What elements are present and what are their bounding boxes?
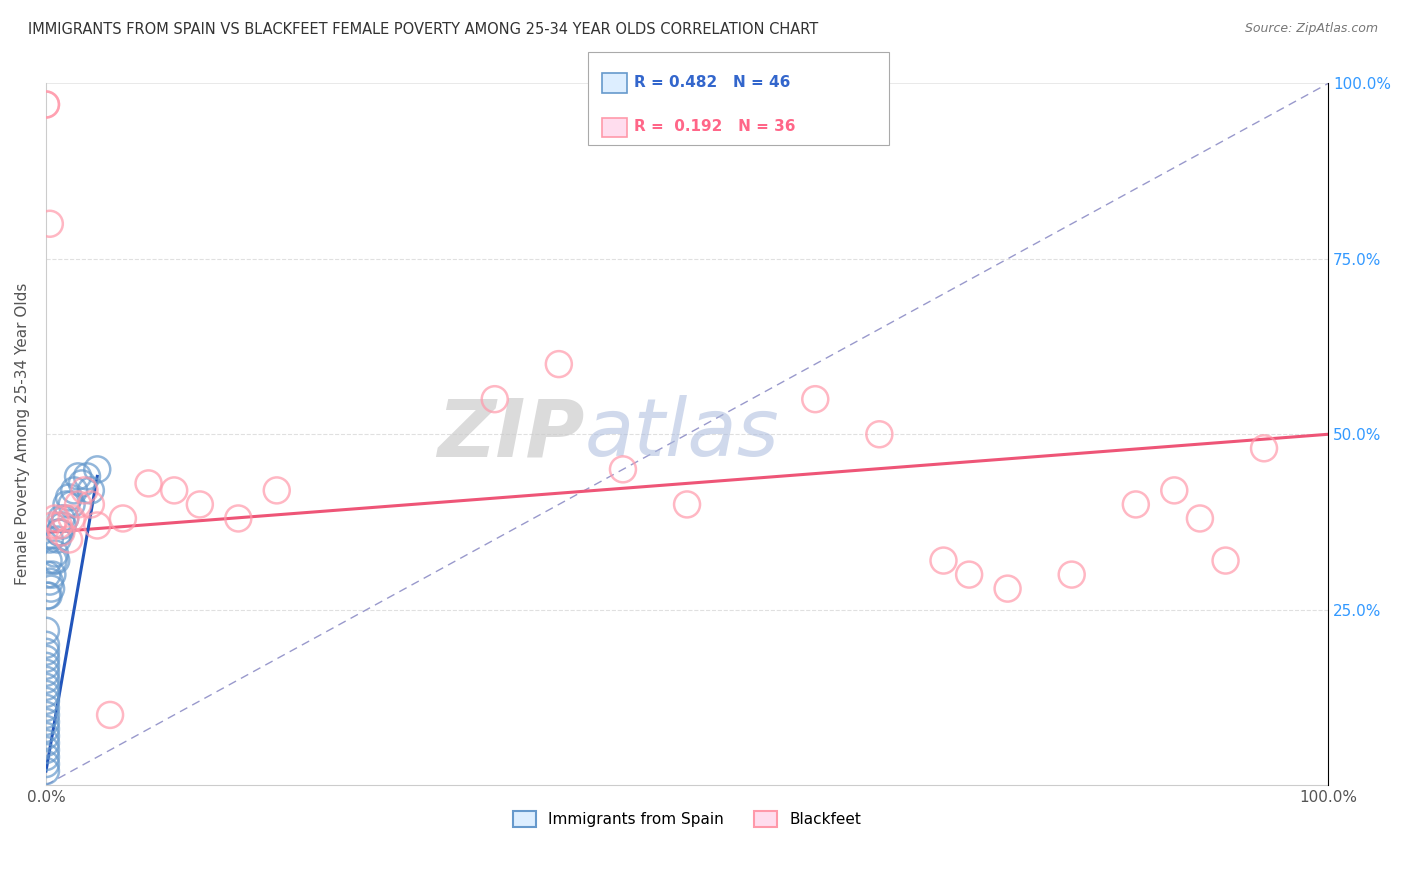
Point	[1060, 567, 1083, 582]
Point	[35, 97, 58, 112]
Point	[66, 498, 89, 512]
Point	[52, 518, 75, 533]
Point	[226, 511, 249, 525]
Point	[60, 511, 83, 525]
Point	[60, 498, 83, 512]
Point	[35, 665, 58, 680]
Point	[39, 582, 62, 596]
Point	[266, 483, 288, 498]
Point	[35, 701, 58, 715]
Point	[1163, 483, 1185, 498]
Point	[38, 217, 60, 231]
Point	[35, 652, 58, 666]
Text: atlas: atlas	[585, 395, 779, 474]
Point	[138, 476, 160, 491]
Point	[42, 553, 65, 567]
Legend: Immigrants from Spain, Blackfeet: Immigrants from Spain, Blackfeet	[506, 805, 868, 834]
Point	[35, 645, 58, 659]
Point	[66, 469, 89, 483]
Point	[957, 567, 980, 582]
Point	[35, 707, 58, 722]
Y-axis label: Female Poverty Among 25-34 Year Olds: Female Poverty Among 25-34 Year Olds	[15, 283, 30, 585]
Point	[35, 736, 58, 750]
Point	[35, 757, 58, 772]
Point	[38, 553, 60, 567]
Point	[44, 511, 66, 525]
Point	[86, 518, 108, 533]
Point	[63, 483, 86, 498]
Point	[163, 483, 186, 498]
Point	[547, 357, 569, 371]
Point	[35, 722, 58, 736]
Point	[932, 553, 955, 567]
Point	[37, 589, 59, 603]
Point	[35, 729, 58, 743]
Point	[53, 511, 76, 525]
Point	[49, 525, 72, 540]
Point	[612, 462, 634, 476]
Point	[804, 392, 827, 407]
Point	[46, 533, 69, 547]
Point	[35, 638, 58, 652]
Point	[41, 567, 63, 582]
Point	[35, 750, 58, 764]
Point	[80, 483, 103, 498]
Point	[35, 687, 58, 701]
Point	[53, 511, 76, 525]
Point	[1215, 553, 1237, 567]
Point	[51, 525, 73, 540]
Point	[73, 483, 96, 498]
Point	[1253, 442, 1275, 456]
Text: ZIP: ZIP	[437, 395, 585, 474]
Point	[48, 518, 70, 533]
Point	[76, 469, 98, 483]
Point	[997, 582, 1019, 596]
Point	[37, 567, 59, 582]
Point	[55, 498, 77, 512]
Point	[35, 658, 58, 673]
Point	[86, 462, 108, 476]
Point	[38, 533, 60, 547]
Point	[98, 707, 121, 722]
Point	[70, 476, 93, 491]
Point	[35, 97, 58, 112]
Point	[35, 714, 58, 729]
Point	[48, 525, 70, 540]
Point	[35, 673, 58, 687]
Point	[35, 624, 58, 638]
Point	[35, 764, 58, 778]
Point	[1188, 511, 1211, 525]
Point	[676, 498, 699, 512]
Point	[868, 427, 890, 442]
Point	[58, 533, 80, 547]
Text: IMMIGRANTS FROM SPAIN VS BLACKFEET FEMALE POVERTY AMONG 25-34 YEAR OLDS CORRELAT: IMMIGRANTS FROM SPAIN VS BLACKFEET FEMAL…	[28, 22, 818, 37]
Point	[44, 547, 66, 561]
Point	[484, 392, 506, 407]
Point	[38, 589, 60, 603]
Point	[51, 511, 73, 525]
Point	[80, 498, 103, 512]
Point	[41, 518, 63, 533]
Point	[35, 680, 58, 694]
Point	[111, 511, 134, 525]
Point	[188, 498, 211, 512]
Point	[35, 743, 58, 757]
Text: R = 0.482   N = 46: R = 0.482 N = 46	[634, 75, 790, 89]
Point	[1125, 498, 1147, 512]
Point	[38, 574, 60, 589]
Point	[35, 694, 58, 708]
Text: Source: ZipAtlas.com: Source: ZipAtlas.com	[1244, 22, 1378, 36]
Point	[45, 553, 67, 567]
Point	[58, 491, 80, 505]
Text: R =  0.192   N = 36: R = 0.192 N = 36	[634, 120, 796, 134]
